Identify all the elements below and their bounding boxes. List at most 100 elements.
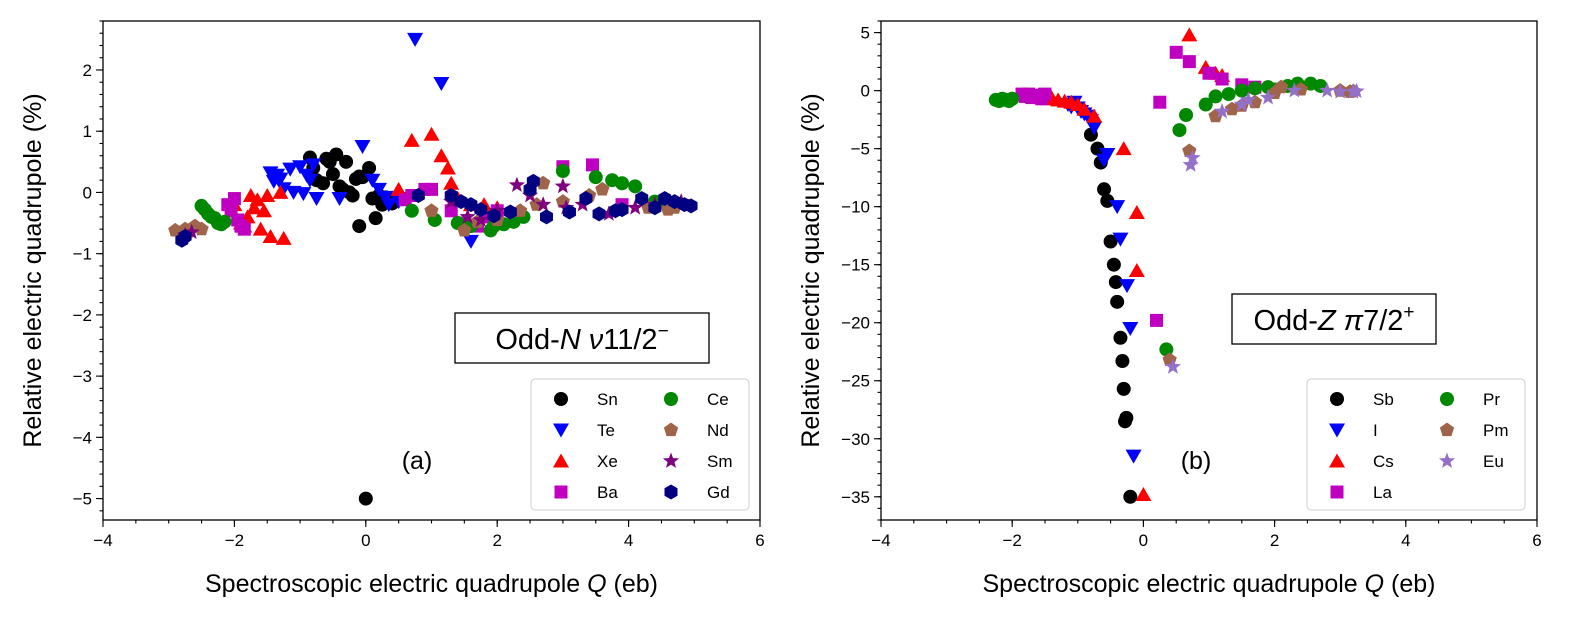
- data-point-la: [1038, 87, 1052, 101]
- data-point-sm: [459, 208, 476, 224]
- data-point-te: [364, 173, 381, 188]
- data-point-te: [305, 158, 322, 173]
- data-point-sm: [183, 223, 200, 240]
- data-point-xe: [272, 184, 289, 199]
- legend-item-pm: Pm: [1439, 421, 1509, 440]
- annotation-rest: 11/2: [603, 324, 657, 356]
- data-point-eu: [1214, 103, 1231, 119]
- data-point-gd: [411, 188, 425, 203]
- legend-marker: [664, 484, 678, 500]
- x-tick-label: −2: [225, 531, 244, 550]
- annotation-greek: ν: [589, 324, 604, 356]
- data-point-nd: [424, 203, 439, 217]
- x-tick-label: 2: [492, 531, 501, 550]
- x-axis-label-text: Spectroscopic electric quadrupole: [982, 570, 1364, 598]
- y-tick-label: −5: [73, 490, 92, 509]
- legend-label: La: [1373, 483, 1392, 502]
- data-point-sn: [325, 167, 340, 182]
- legend-item-te: Te: [553, 421, 615, 440]
- data-point-ce: [404, 203, 419, 218]
- data-point-sn: [316, 176, 331, 191]
- data-point-cs: [1128, 263, 1145, 277]
- x-axis-label-symbol: Q: [1365, 570, 1384, 598]
- data-point-sb: [1090, 141, 1105, 156]
- legend-label: Sn: [597, 390, 618, 409]
- data-point-pr: [1247, 81, 1262, 96]
- data-point-sb: [1113, 330, 1128, 345]
- annotation-symbol: N: [560, 324, 581, 356]
- legend-item-ce: Ce: [664, 390, 729, 409]
- data-point-gd: [658, 191, 672, 207]
- data-point-sn: [362, 160, 377, 175]
- x-axis-label-symbol: Q: [587, 570, 606, 598]
- data-point-te: [275, 182, 292, 197]
- data-point-la: [1169, 45, 1183, 59]
- data-point-sm: [600, 205, 617, 221]
- legend-item-cs: Cs: [1329, 452, 1394, 471]
- x-tick-label: 4: [624, 531, 633, 550]
- y-tick-label: 5: [861, 24, 870, 43]
- data-point-sb: [1097, 182, 1112, 197]
- y-axis-label: Relative electric quadrupole (%): [797, 93, 825, 447]
- data-point-xe: [403, 132, 420, 147]
- data-point-la: [1215, 72, 1229, 86]
- data-point-pr: [1221, 87, 1236, 102]
- data-point-xe: [443, 175, 460, 190]
- data-point-ce: [217, 214, 232, 229]
- data-point-te: [331, 192, 348, 207]
- data-point-i: [1119, 279, 1135, 294]
- data-point-te: [370, 182, 387, 197]
- legend-label: Pm: [1483, 421, 1509, 440]
- legend-marker: [1330, 392, 1344, 406]
- data-point-gd: [562, 204, 576, 220]
- data-point-ba: [237, 222, 251, 236]
- y-tick-label: −10: [841, 198, 870, 217]
- data-point-eu: [1164, 358, 1181, 374]
- data-point-sb: [1100, 193, 1115, 208]
- data-point-xe: [433, 148, 450, 163]
- data-point-sn: [368, 211, 383, 226]
- data-point-gd: [579, 191, 593, 207]
- legend-label: Cs: [1373, 452, 1394, 471]
- data-point-ce: [628, 179, 643, 194]
- data-point-cs: [1135, 486, 1152, 501]
- x-axis-label-unit: (eb): [607, 570, 658, 598]
- legend-marker: [1329, 453, 1345, 468]
- data-point-xe: [262, 229, 279, 244]
- data-point-cs: [1115, 141, 1132, 156]
- data-point-te: [462, 234, 479, 249]
- data-point-gd: [635, 191, 649, 207]
- legend-label: Ba: [597, 483, 618, 502]
- data-point-ce: [615, 176, 630, 191]
- y-tick-label: −4: [73, 428, 92, 447]
- legend-label: Xe: [597, 452, 618, 471]
- annotation-box: [1231, 293, 1437, 345]
- data-point-te: [380, 198, 397, 213]
- data-point-te: [301, 173, 318, 188]
- data-point-pm: [1274, 79, 1289, 94]
- legend-item-sn: Sn: [554, 390, 618, 409]
- data-point-ba: [585, 158, 599, 172]
- series-cs: [1023, 27, 1231, 501]
- data-point-sm: [472, 211, 489, 227]
- x-axis-label: Spectroscopic electric quadrupole Q (eb): [205, 570, 658, 598]
- data-point-nd: [457, 222, 472, 237]
- annotation-prefix: Odd-: [1253, 305, 1317, 337]
- data-layer: [168, 32, 698, 506]
- data-point-gd: [178, 229, 192, 245]
- data-point-i: [1099, 147, 1116, 162]
- legend-marker: [553, 423, 569, 438]
- data-point-sb: [1115, 354, 1130, 369]
- data-point-te: [407, 32, 424, 47]
- data-point-ba: [444, 204, 458, 218]
- series-sb: [1083, 127, 1138, 504]
- data-point-xe: [249, 192, 266, 207]
- legend-item-sm: Sm: [662, 452, 733, 471]
- data-point-gd: [487, 208, 501, 224]
- data-point-xe: [259, 187, 276, 202]
- legend-label: Sm: [707, 452, 733, 471]
- data-point-gd: [526, 173, 540, 189]
- data-point-gd: [474, 202, 488, 218]
- data-point-cs: [1181, 27, 1198, 42]
- data-layer: [988, 27, 1365, 504]
